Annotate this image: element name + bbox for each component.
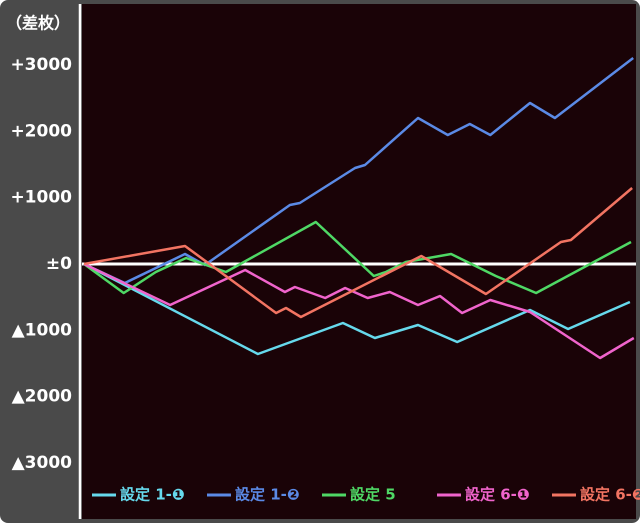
y-tick-label: ▲2000 (12, 387, 73, 407)
legend-label: 設定 1-❶ (120, 486, 185, 504)
y-tick-label: ▲3000 (12, 453, 73, 473)
series-line (83, 187, 633, 319)
y-tick-label: ±0 (46, 254, 72, 274)
legend-label: 設定 6-❶ (465, 486, 530, 504)
legend-label: 設定 6-❷ (580, 486, 640, 504)
series-line (83, 262, 635, 360)
y-tick-label: +2000 (10, 121, 72, 141)
y-tick-label: +3000 (10, 55, 72, 75)
series-line (83, 220, 632, 295)
y-axis-label: （差枚） (6, 14, 70, 33)
series-line (83, 57, 634, 285)
legend-label: 設定 1-❷ (235, 486, 300, 504)
series-line (83, 262, 631, 356)
y-tick-label: ▲1000 (12, 320, 73, 340)
y-tick-label: +1000 (10, 188, 72, 208)
legend-label: 設定 5 (350, 486, 396, 504)
